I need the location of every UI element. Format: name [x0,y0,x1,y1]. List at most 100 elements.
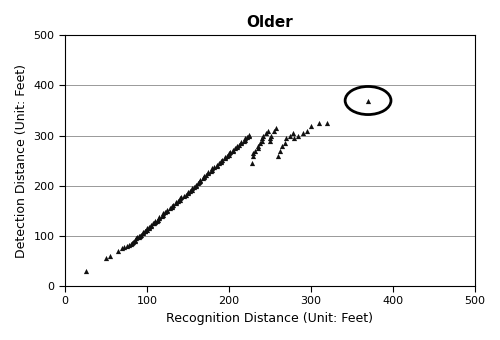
Point [233,144,241,149]
Point [258,135,266,141]
Point [198,175,206,181]
Point [226,149,234,154]
Point [212,163,220,168]
Point [106,253,114,259]
Point [270,128,278,133]
Point [190,184,198,189]
Point [200,174,208,180]
Point [286,133,294,138]
Point [135,233,143,239]
Point [174,198,182,204]
Point [172,201,179,206]
Point [158,213,166,219]
Point [221,154,229,159]
Point [150,221,158,226]
Point [136,233,144,239]
Point [276,148,283,153]
Point [259,133,267,138]
Point [176,197,184,203]
Point [233,143,241,148]
Point [306,123,314,128]
Point [130,237,138,243]
Point [274,153,282,158]
Point [143,226,151,231]
Point [180,193,188,199]
Point [128,241,136,246]
Point [241,135,249,141]
Point [153,218,161,224]
Point [254,143,262,148]
Point [262,130,270,136]
Point [237,139,245,144]
Point [208,167,216,172]
Point [234,142,242,147]
X-axis label: Recognition Distance (Unit: Feet): Recognition Distance (Unit: Feet) [166,312,374,325]
Point [160,212,168,218]
Point [241,137,249,142]
Point [229,148,237,153]
Point [137,232,145,238]
Point [161,209,169,215]
Point [135,234,143,240]
Point [298,130,306,136]
Point [188,186,196,191]
Point [254,146,262,151]
Point [282,135,290,141]
Point [229,147,237,152]
Point [172,199,179,205]
Point [364,98,372,103]
Point [215,160,223,166]
Point [272,125,280,131]
Point [169,202,177,207]
Point [204,170,212,176]
Point [288,130,296,136]
Point [147,223,155,228]
Point [156,216,164,221]
Point [139,231,147,236]
Point [246,132,254,137]
Point [221,155,229,161]
Point [207,168,215,173]
Point [290,135,298,141]
Point [130,238,138,244]
Point [302,128,310,133]
Point [168,203,175,208]
Point [154,217,162,223]
Point [208,166,216,171]
Point [202,172,210,177]
Point [168,204,175,209]
Point [194,181,202,186]
Point [216,158,224,164]
Point [243,134,251,139]
Title: Older: Older [246,15,293,30]
Point [196,177,204,183]
Point [114,248,122,254]
Point [126,242,134,247]
Point [194,179,202,185]
Point [148,221,156,226]
Y-axis label: Detection Distance (Unit: Feet): Detection Distance (Unit: Feet) [15,64,28,258]
Point [264,128,272,133]
Point [118,246,126,251]
Point [250,153,258,158]
Point [143,227,151,233]
Point [268,133,276,138]
Point [166,206,174,211]
Point [278,143,286,148]
Point [184,189,192,194]
Point [82,268,90,274]
Point [164,207,172,212]
Point [178,194,186,200]
Point [266,135,274,141]
Point [196,178,204,184]
Point [240,138,248,143]
Point [323,120,331,126]
Point [142,228,150,234]
Point [315,120,323,126]
Point [164,208,172,214]
Point [188,187,196,192]
Point [133,235,141,240]
Point [210,164,218,169]
Point [139,229,147,235]
Point [102,256,110,261]
